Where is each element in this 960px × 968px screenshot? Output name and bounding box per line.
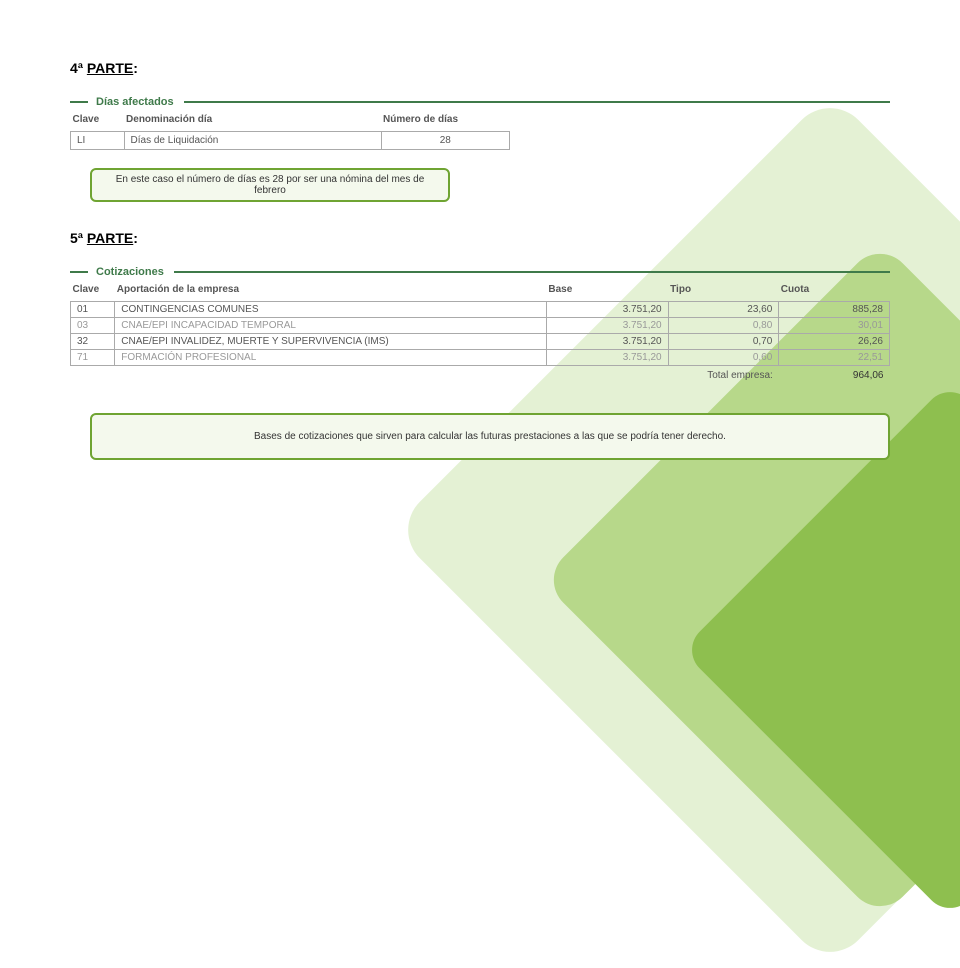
part5-heading-word: PARTE bbox=[87, 230, 133, 246]
part5-heading-prefix: 5ª bbox=[70, 230, 87, 246]
part5-cell-aport: CNAE/EPI INCAPACIDAD TEMPORAL bbox=[115, 318, 547, 334]
part5-cell-tipo: 0,80 bbox=[668, 318, 779, 334]
part5-cell-aport: FORMACIÓN PROFESIONAL bbox=[115, 350, 547, 366]
slide-content: 4ª PARTE: Días afectados Clave Denominac… bbox=[0, 0, 960, 480]
part5-callout: Bases de cotizaciones que sirven para ca… bbox=[90, 413, 890, 460]
part5-heading-suffix: : bbox=[133, 230, 138, 246]
part5-cell-clave: 03 bbox=[71, 318, 115, 334]
part4-callout: En este caso el número de días es 28 por… bbox=[90, 168, 450, 202]
part5-cell-cuota: 30,01 bbox=[779, 318, 890, 334]
part5-cell-aport: CNAE/EPI INVALIDEZ, MUERTE Y SUPERVIVENC… bbox=[115, 334, 547, 350]
part5-col-cuota: Cuota bbox=[779, 282, 890, 302]
part4-heading-prefix: 4ª bbox=[70, 60, 87, 76]
part5-total-row: Total empresa: 964,06 bbox=[71, 366, 890, 384]
part5-section-header: Cotizaciones bbox=[70, 266, 890, 278]
part5-cell-cuota: 26,26 bbox=[779, 334, 890, 350]
part4-cell-dias: 28 bbox=[381, 132, 510, 150]
section-line-tail bbox=[174, 271, 890, 273]
part4-cell-denom: Días de Liquidación bbox=[124, 132, 381, 150]
table-row: 01CONTINGENCIAS COMUNES3.751,2023,60885,… bbox=[71, 302, 890, 318]
table-row: LI Días de Liquidación 28 bbox=[71, 132, 510, 150]
part5-total-value: 964,06 bbox=[779, 366, 890, 384]
part4-col-dias: Número de días bbox=[381, 112, 510, 132]
part4-heading: 4ª PARTE: bbox=[70, 60, 890, 76]
section-line-lead bbox=[70, 271, 88, 273]
part5-cell-clave: 32 bbox=[71, 334, 115, 350]
part5-cell-cuota: 22,51 bbox=[779, 350, 890, 366]
part4-section-title: Días afectados bbox=[96, 96, 174, 108]
part5-cell-tipo: 0,60 bbox=[668, 350, 779, 366]
part4-heading-suffix: : bbox=[133, 60, 138, 76]
part4-table: Clave Denominación día Número de días LI… bbox=[70, 112, 510, 150]
table-row: 32CNAE/EPI INVALIDEZ, MUERTE Y SUPERVIVE… bbox=[71, 334, 890, 350]
part5-table: Clave Aportación de la empresa Base Tipo… bbox=[70, 282, 890, 383]
part5-col-clave: Clave bbox=[71, 282, 115, 302]
table-row: 71FORMACIÓN PROFESIONAL3.751,200,6022,51 bbox=[71, 350, 890, 366]
part5-cell-aport: CONTINGENCIAS COMUNES bbox=[115, 302, 547, 318]
part5-cell-base: 3.751,20 bbox=[546, 350, 668, 366]
part5-col-tipo: Tipo bbox=[668, 282, 779, 302]
part4-col-denom: Denominación día bbox=[124, 112, 381, 132]
section-line-lead bbox=[70, 101, 88, 103]
part5-cell-clave: 71 bbox=[71, 350, 115, 366]
part5-cell-base: 3.751,20 bbox=[546, 318, 668, 334]
part4-heading-word: PARTE bbox=[87, 60, 133, 76]
part4-section-header: Días afectados bbox=[70, 96, 890, 108]
part5-table-header-row: Clave Aportación de la empresa Base Tipo… bbox=[71, 282, 890, 302]
part5-cell-tipo: 23,60 bbox=[668, 302, 779, 318]
part4-col-clave: Clave bbox=[71, 112, 125, 132]
part5-col-aport: Aportación de la empresa bbox=[115, 282, 547, 302]
part4-cell-clave: LI bbox=[71, 132, 125, 150]
part5-col-base: Base bbox=[546, 282, 668, 302]
part4-table-header-row: Clave Denominación día Número de días bbox=[71, 112, 510, 132]
part5-section-title: Cotizaciones bbox=[96, 266, 164, 278]
section-line-tail bbox=[184, 101, 890, 103]
part5-cell-base: 3.751,20 bbox=[546, 334, 668, 350]
part5-cell-tipo: 0,70 bbox=[668, 334, 779, 350]
part5-cell-clave: 01 bbox=[71, 302, 115, 318]
table-row: 03CNAE/EPI INCAPACIDAD TEMPORAL3.751,200… bbox=[71, 318, 890, 334]
part5-cell-cuota: 885,28 bbox=[779, 302, 890, 318]
part5-total-label: Total empresa: bbox=[71, 366, 779, 384]
part5-heading: 5ª PARTE: bbox=[70, 230, 890, 246]
part5-cell-base: 3.751,20 bbox=[546, 302, 668, 318]
